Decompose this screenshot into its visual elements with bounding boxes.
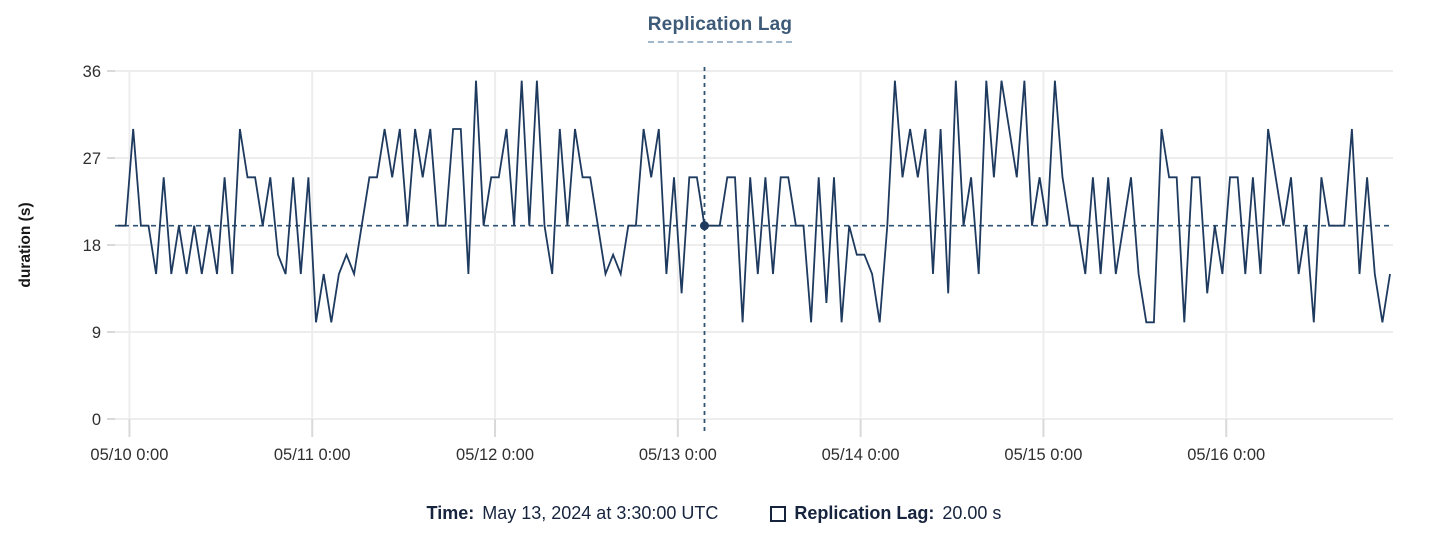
- y-axis-label: duration (s): [17, 202, 34, 287]
- y-tick-label: 9: [92, 324, 101, 342]
- tooltip-time-label: Time:: [426, 503, 475, 523]
- x-tick-label: 05/10 0:00: [90, 446, 168, 464]
- y-tick-label: 27: [83, 150, 101, 168]
- chart-title[interactable]: Replication Lag: [647, 14, 793, 43]
- x-grid: 05/10 0:00 05/11 0:00 05/12 0:00 05/13 0:00…: [90, 71, 1265, 464]
- x-tick-label: 05/16 0:00: [1187, 446, 1265, 464]
- series-swatch-icon[interactable]: [770, 505, 787, 522]
- x-tick-label: 05/12 0:00: [456, 446, 534, 464]
- x-tick-label: 05/11 0:00: [274, 446, 351, 464]
- tooltip-time-value: May 13, 2024 at 3:30:00 UTC: [482, 503, 719, 523]
- y-tick-label: 36: [83, 63, 101, 81]
- x-tick-label: 05/14 0:00: [822, 446, 900, 464]
- x-tick-label: 05/13 0:00: [639, 446, 717, 464]
- hover-tooltip-bar: Time: May 13, 2024 at 3:30:00 UTC Replic…: [0, 503, 1434, 524]
- crosshair-dot: [699, 221, 709, 231]
- tooltip-series-label: Replication Lag:: [794, 503, 935, 523]
- replication-lag-series-line: [118, 80, 1391, 324]
- y-grid: 0 9 18 27 36: [83, 63, 1393, 429]
- y-tick-label: 18: [83, 237, 101, 255]
- chart-header: Replication Lag: [0, 14, 1440, 43]
- y-tick-label: 0: [92, 411, 101, 429]
- x-tick-label: 05/15 0:00: [1004, 446, 1082, 464]
- tooltip-series-value: 20.00 s: [942, 503, 1002, 523]
